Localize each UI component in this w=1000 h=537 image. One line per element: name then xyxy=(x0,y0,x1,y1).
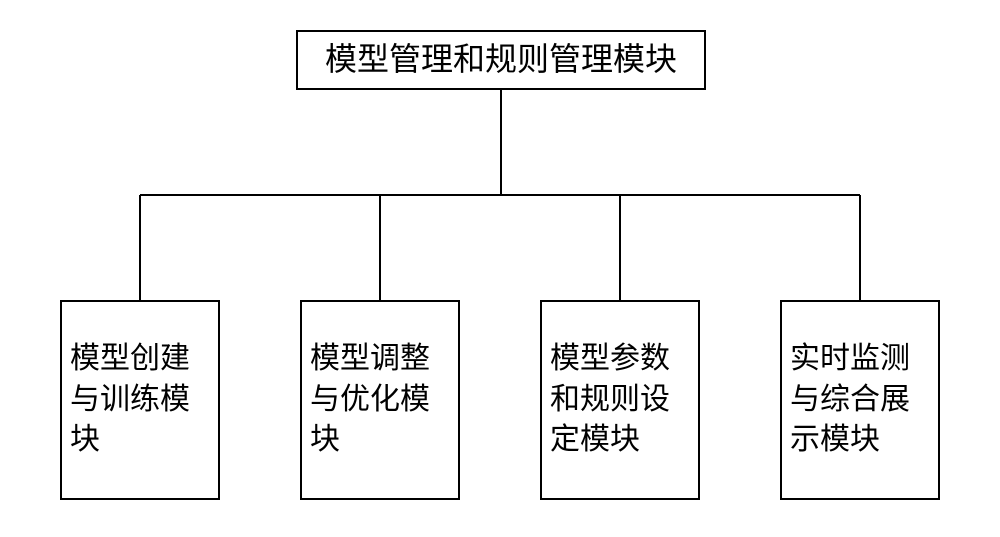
root-node: 模型管理和规则管理模块 xyxy=(296,30,706,90)
child-node-2: 模型参数和规则设定模块 xyxy=(540,300,700,500)
root-node-label: 模型管理和规则管理模块 xyxy=(325,38,677,81)
child-node-3-label: 实时监测与综合展示模块 xyxy=(790,339,930,461)
child-node-0: 模型创建与训练模块 xyxy=(60,300,220,500)
diagram-canvas: 模型管理和规则管理模块 模型创建与训练模块 模型调整与优化模块 模型参数和规则设… xyxy=(0,0,1000,537)
child-node-1: 模型调整与优化模块 xyxy=(300,300,460,500)
child-node-2-label: 模型参数和规则设定模块 xyxy=(550,339,690,461)
child-node-0-label: 模型创建与训练模块 xyxy=(70,339,210,461)
child-node-3: 实时监测与综合展示模块 xyxy=(780,300,940,500)
child-node-1-label: 模型调整与优化模块 xyxy=(310,339,450,461)
